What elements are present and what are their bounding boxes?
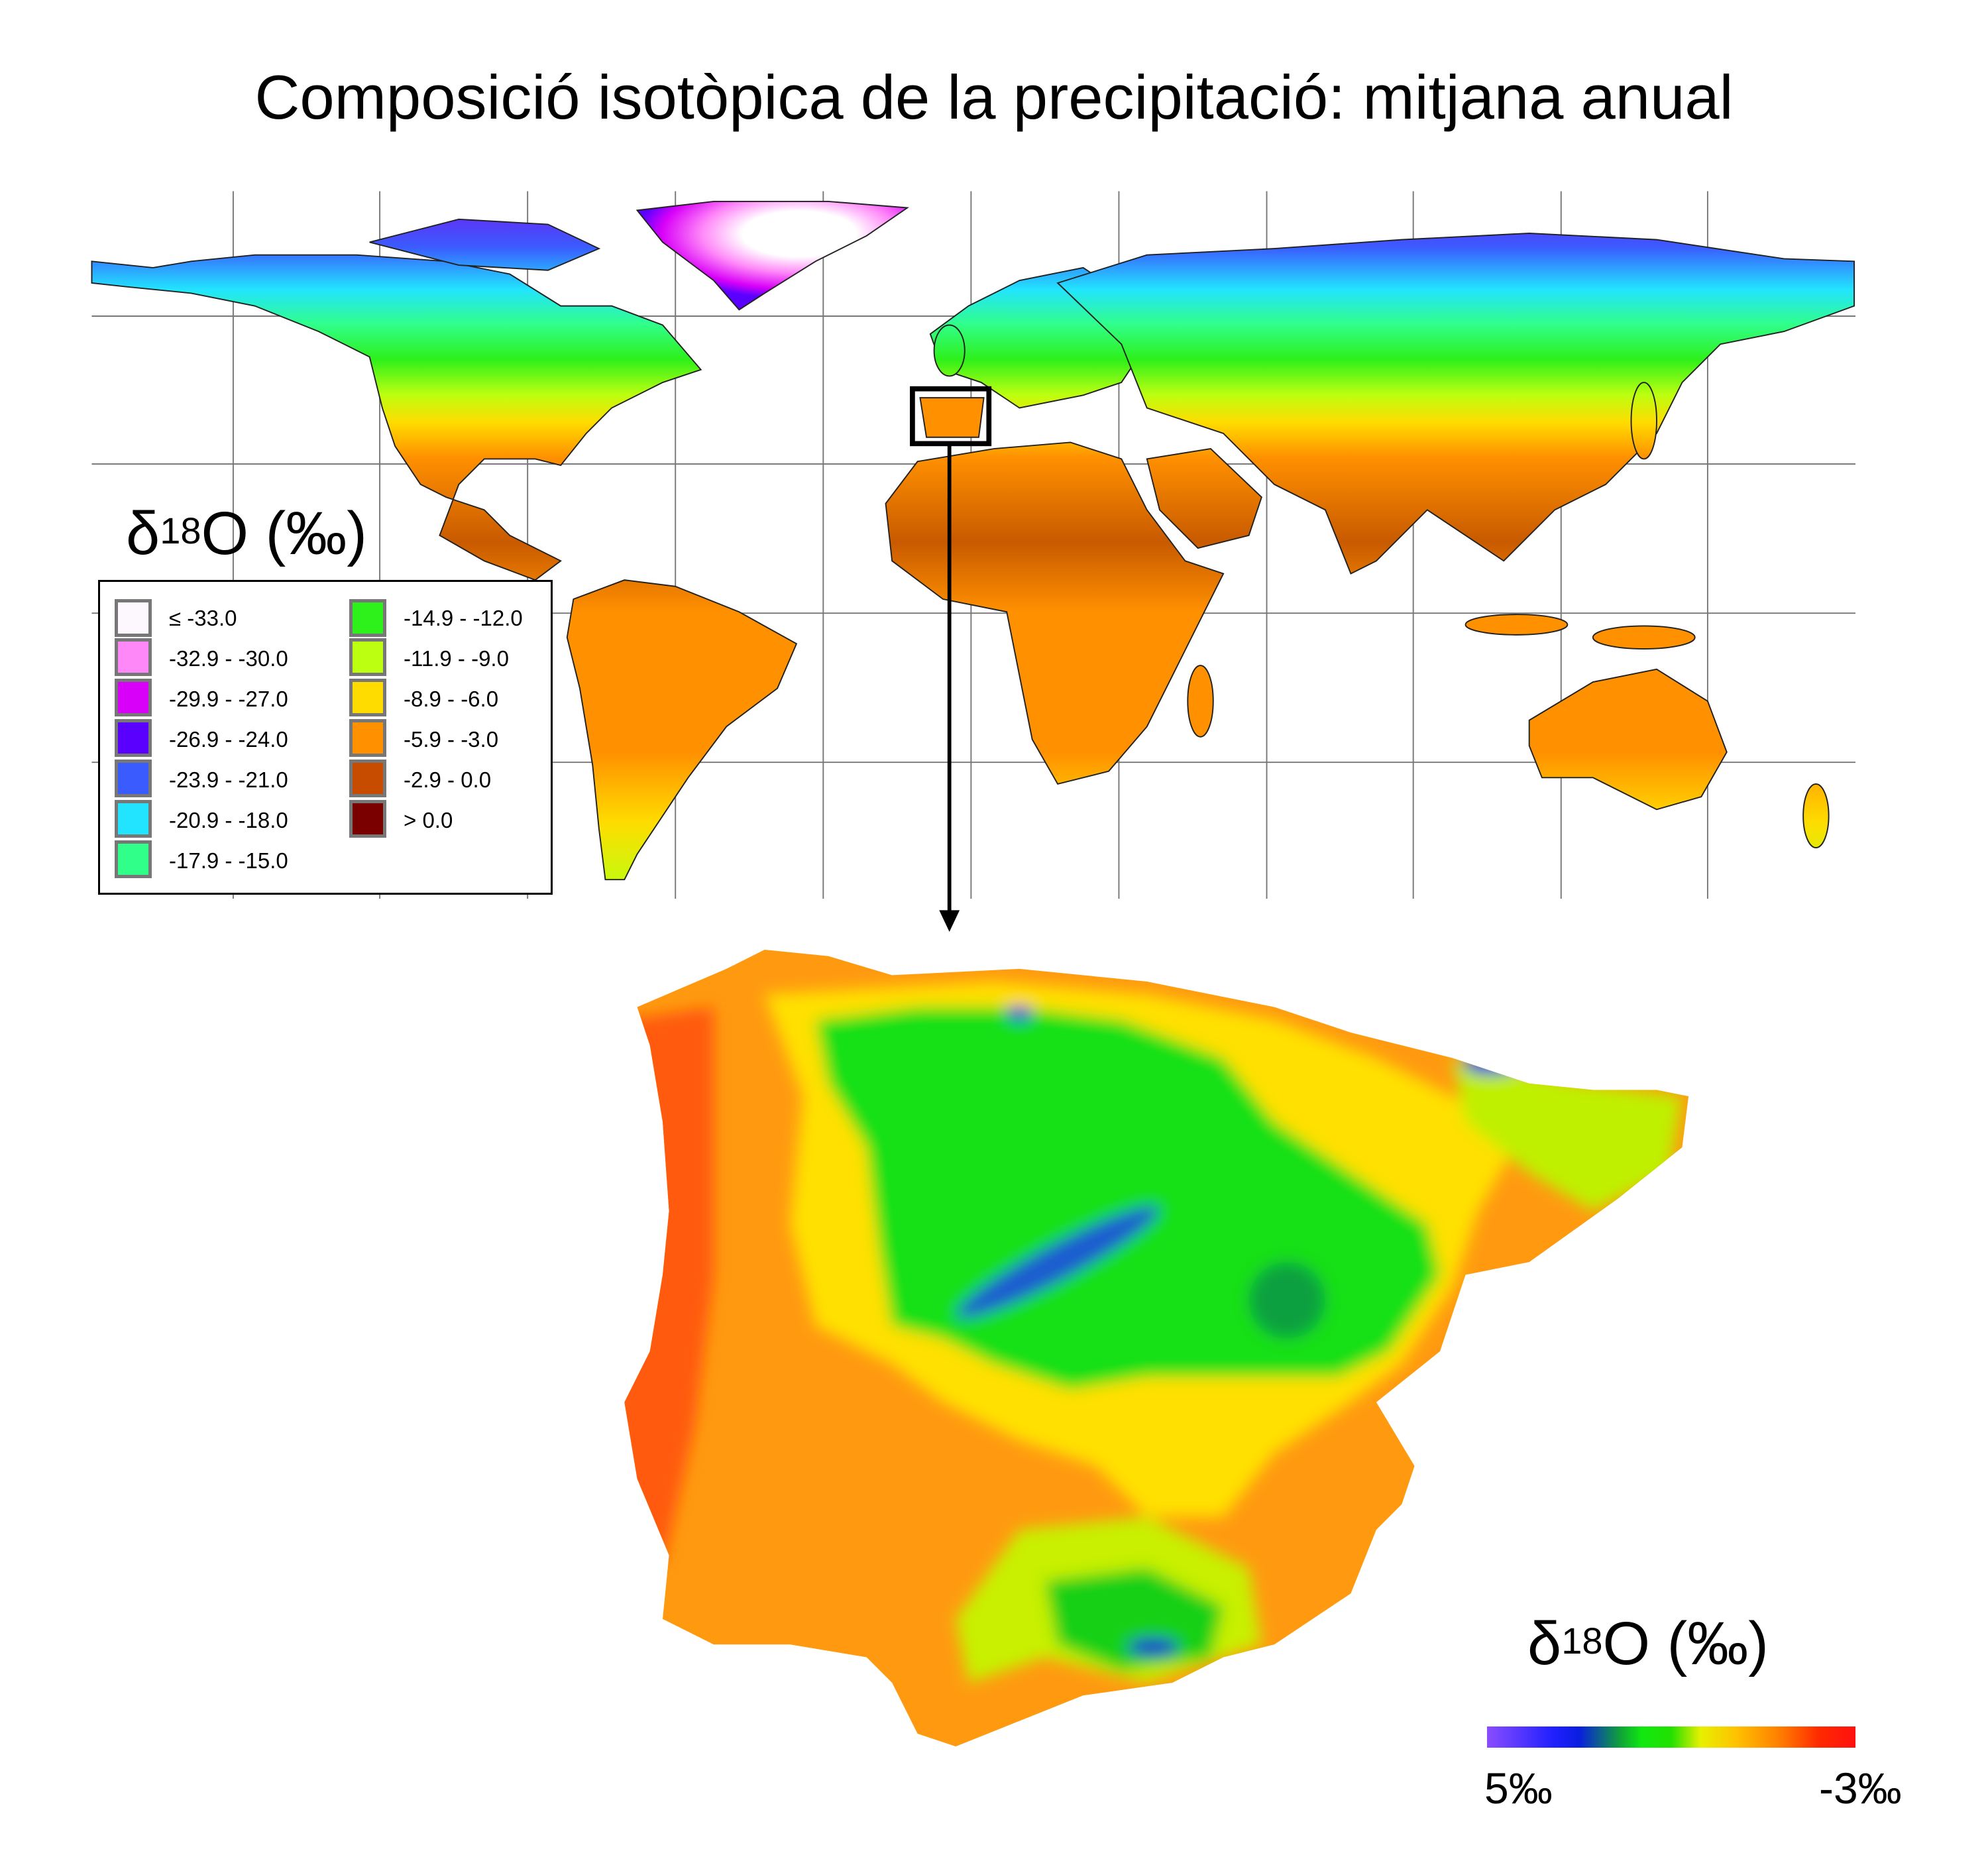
legend-label: -2.9 - 0.0: [404, 767, 492, 792]
legend-title-rest: O (‰): [1602, 1610, 1769, 1677]
legend-swatch: [349, 599, 386, 637]
legend-item: -5.9 - -3.0: [349, 718, 523, 760]
legend-swatch: [115, 638, 152, 676]
inset-legend-title: δ18O (‰): [1527, 1611, 1769, 1677]
legend-swatch: [115, 599, 152, 637]
legend-label: -14.9 - -12.0: [404, 605, 523, 630]
legend-item: -17.9 - -15.0: [115, 840, 288, 881]
page-title: Composició isotòpica de la precipitació:…: [254, 62, 1734, 132]
japan: [1630, 382, 1657, 460]
greenland: [635, 200, 910, 311]
legend-item: ≤ -33.0: [115, 598, 288, 638]
legend-swatch: [115, 678, 152, 716]
legend-swatch: [349, 759, 386, 797]
legend-swatch: [349, 678, 386, 716]
arrow-head: [939, 910, 960, 932]
world-map: [91, 191, 1855, 932]
legend-label: -17.9 - -15.0: [169, 848, 288, 873]
legend-label: -32.9 - -30.0: [169, 646, 288, 671]
legend-item: -20.9 - -18.0: [115, 799, 288, 840]
arctic-islands: [369, 218, 601, 271]
legend-item: > 0.0: [349, 799, 523, 840]
legend-title-rest: O (‰): [201, 500, 367, 567]
legend-swatch: [115, 718, 152, 757]
isotope-mass: 18: [1561, 1620, 1603, 1662]
legend-item: -11.9 - -9.0: [349, 638, 523, 679]
north-america: [91, 254, 702, 581]
arabia: [1146, 448, 1262, 549]
legend-label: -5.9 - -3.0: [404, 726, 499, 752]
legend-swatch: [349, 718, 386, 757]
legend-item: -26.9 - -24.0: [115, 718, 288, 760]
legend-label: -29.9 - -27.0: [169, 686, 288, 711]
asia: [1056, 233, 1855, 575]
legend-swatch: [115, 840, 152, 878]
legend-item: -29.9 - -27.0: [115, 678, 288, 719]
legend-label: -11.9 - -9.0: [404, 646, 509, 671]
legend-label: -8.9 - -6.0: [404, 686, 499, 711]
legend-swatch: [115, 799, 152, 838]
legend-swatch: [349, 638, 386, 676]
south-america: [566, 579, 798, 881]
legend-label: -23.9 - -21.0: [169, 767, 288, 792]
australia: [1528, 668, 1728, 811]
legend-label: > 0.0: [404, 807, 453, 832]
legend-item: -8.9 - -6.0: [349, 678, 523, 719]
delta-symbol: δ: [1527, 1610, 1562, 1677]
isotope-mass: 18: [160, 510, 201, 551]
madagascar: [1187, 665, 1214, 738]
colorbar: [1487, 1726, 1855, 1748]
world-legend: ≤ -33.0 -32.9 - -30.0 -29.9 - -27.0 -26.…: [98, 580, 553, 895]
iberia-map: [624, 949, 1689, 1747]
colorbar-max-label: -3‰: [1819, 1764, 1902, 1813]
legend-item: -32.9 - -30.0: [115, 638, 288, 679]
world-legend-title: δ18O (‰): [126, 500, 367, 567]
british-isles: [933, 324, 966, 377]
iberia-small: [919, 397, 985, 438]
legend-label: -20.9 - -18.0: [169, 807, 288, 832]
legend-item: -23.9 - -21.0: [115, 759, 288, 800]
legend-swatch: [349, 799, 386, 838]
new-zealand: [1802, 783, 1830, 849]
colorbar-min-label: 5‰: [1484, 1764, 1553, 1813]
legend-label: -26.9 - -24.0: [169, 726, 288, 752]
legend-item: -2.9 - 0.0: [349, 759, 523, 800]
africa: [885, 441, 1225, 785]
legend-swatch: [115, 759, 152, 797]
legend-label: ≤ -33.0: [169, 605, 237, 630]
delta-symbol: δ: [126, 500, 160, 567]
legend-item: -14.9 - -12.0: [349, 598, 523, 638]
indonesia: [1464, 614, 1569, 636]
